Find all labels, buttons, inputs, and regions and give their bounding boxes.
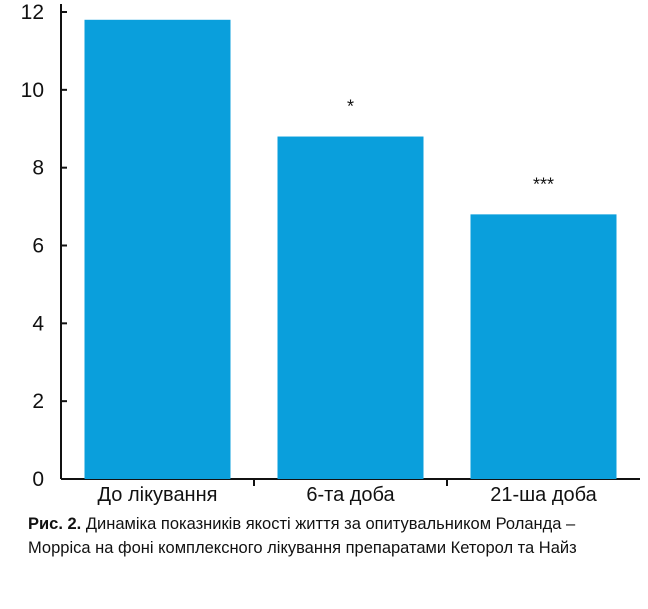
bar — [470, 214, 617, 479]
y-axis: 0 2 4 6 8 10 12 — [21, 1, 67, 491]
bars — [84, 19, 617, 480]
x-tick-label: 6-та доба — [306, 484, 395, 506]
bar — [84, 19, 231, 480]
y-tick-label: 2 — [32, 390, 44, 413]
figure-caption-text: Динаміка показників якості життя за опит… — [28, 515, 577, 557]
y-tick-label: 12 — [21, 1, 44, 24]
bar-chart: 0 2 4 6 8 10 12 До лікування 6-та доба 21-ша доб… — [21, 1, 640, 506]
y-tick-label: 6 — [32, 235, 44, 258]
bar-annotations: **** — [347, 97, 554, 195]
y-tick-label: 10 — [21, 79, 44, 102]
significance-marker: * — [347, 97, 354, 117]
x-axis: До лікування 6-та доба 21-ша доба — [61, 478, 640, 506]
y-tick-label: 0 — [32, 468, 44, 491]
x-tick-label: До лікування — [98, 484, 218, 506]
bar — [277, 136, 424, 480]
x-tick-label: 21-ша доба — [490, 484, 597, 506]
y-tick-label: 8 — [32, 157, 44, 180]
figure-caption-label: Рис. 2. — [28, 515, 82, 533]
significance-marker: *** — [533, 174, 554, 194]
figure-caption: Рис. 2. Динаміка показників якості життя… — [28, 512, 638, 560]
y-tick-label: 4 — [32, 312, 44, 335]
